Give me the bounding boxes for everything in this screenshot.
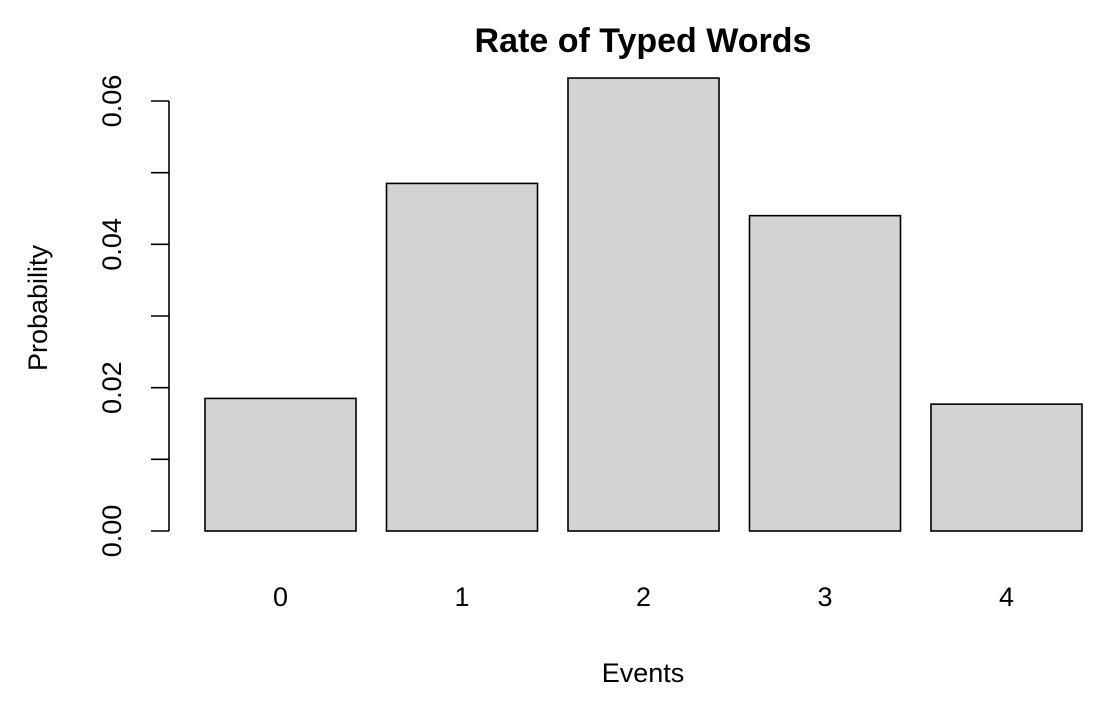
y-tick-label: 0.00 [97, 505, 127, 558]
x-tick-label: 3 [817, 582, 832, 612]
y-tick-label: 0.02 [97, 361, 127, 414]
y-axis-label: Probability [23, 244, 53, 371]
x-tick-label: 2 [636, 582, 651, 612]
x-axis-label: Events [602, 658, 685, 688]
y-axis-ticks: 0.00 0.02 0.04 0.06 [97, 75, 169, 558]
x-axis-tick-labels: 0 1 2 3 4 [273, 582, 1014, 612]
bar-2 [567, 77, 720, 532]
chart-title: Rate of Typed Words [475, 22, 812, 60]
bar-1 [385, 182, 539, 532]
bar-0 [204, 397, 357, 532]
x-tick-label: 4 [999, 582, 1014, 612]
bars-group [204, 77, 1083, 532]
x-tick-label: 0 [273, 582, 288, 612]
y-tick-label: 0.04 [97, 218, 127, 271]
bar-3 [748, 214, 902, 532]
y-tick-label: 0.06 [97, 75, 127, 128]
bar-4 [930, 403, 1083, 532]
x-tick-label: 1 [454, 582, 469, 612]
